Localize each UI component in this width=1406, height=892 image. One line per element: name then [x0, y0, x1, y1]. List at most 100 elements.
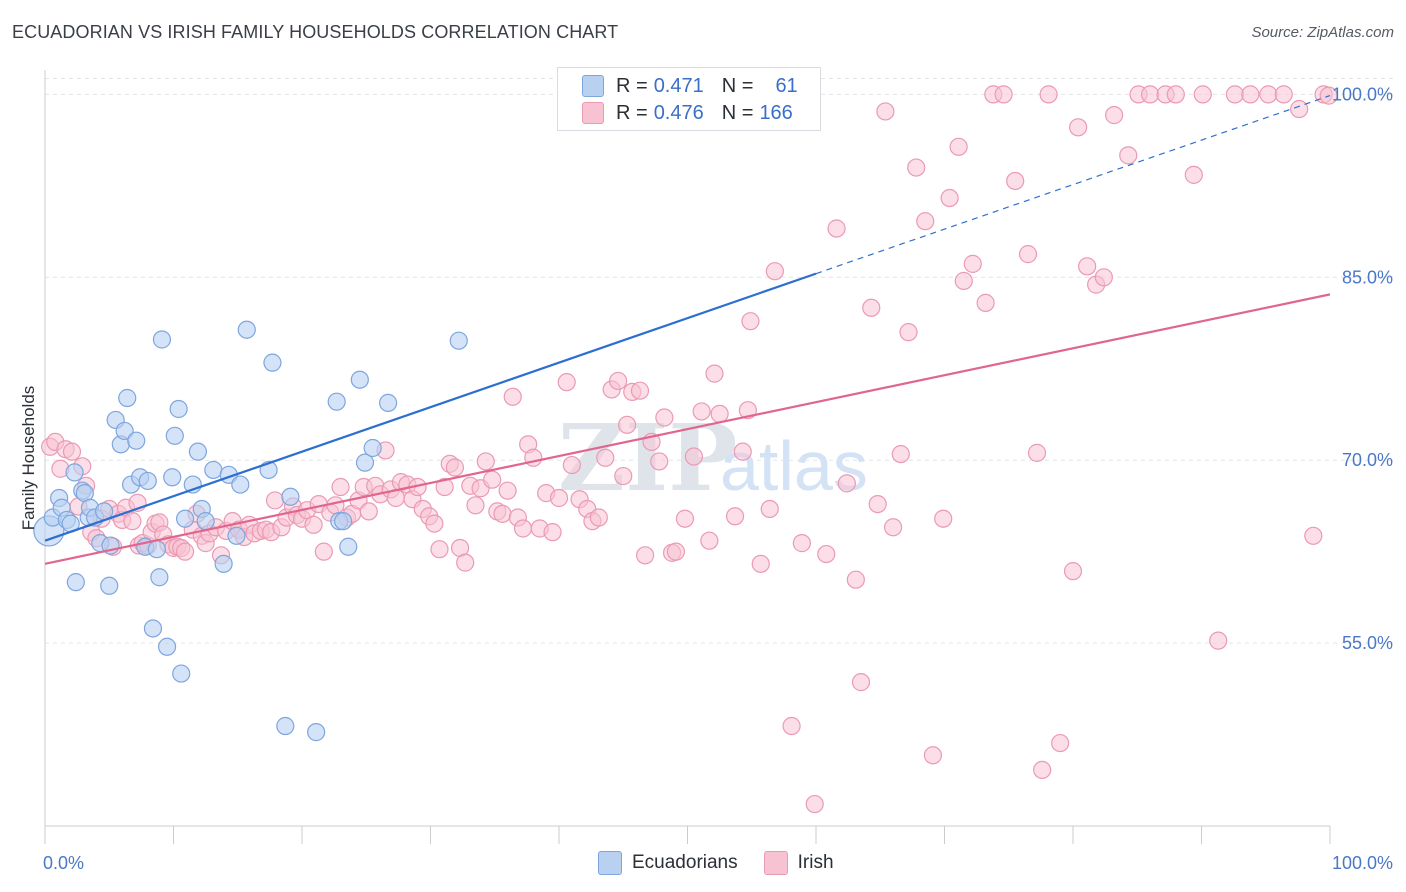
ecuadorian-trend-extension — [815, 95, 1331, 275]
irish-point — [314, 542, 333, 561]
ecuadorian-point — [339, 537, 358, 556]
irish-point — [805, 794, 824, 814]
irish-point — [1105, 106, 1124, 125]
irish-point — [940, 188, 959, 208]
irish-point — [549, 488, 569, 508]
y-tick-label: 85.0% — [1342, 267, 1393, 287]
ecuadorian-point — [355, 453, 375, 472]
irish-point — [1094, 268, 1113, 287]
irish-point — [1033, 760, 1052, 780]
ecuadorian-point — [327, 392, 346, 411]
irish-point — [618, 415, 637, 434]
irish-point — [1069, 118, 1088, 137]
irish-point — [476, 452, 495, 471]
ecuadorian-point — [350, 370, 369, 389]
ecuadorian-point — [175, 509, 195, 528]
irish-point — [596, 448, 615, 467]
n-label: N = — [721, 101, 754, 124]
ecuadorian-point — [449, 331, 468, 350]
ecuadorian-point — [196, 512, 215, 531]
irish-point — [435, 477, 454, 497]
irish-point — [692, 402, 711, 421]
ecuadorian-point — [231, 475, 250, 494]
r-value: 0.471 — [653, 74, 704, 97]
irish-point — [62, 442, 82, 461]
irish-point — [923, 746, 943, 765]
watermark: ZIP atlas — [558, 404, 868, 512]
irish-point — [655, 408, 674, 427]
irish-point — [557, 373, 576, 392]
irish-point — [503, 387, 522, 406]
irish-point — [817, 544, 836, 564]
legend-item-irish[interactable]: Irish — [763, 851, 834, 875]
source-label: Source: ZipAtlas.com — [1251, 24, 1394, 41]
irish-point — [1006, 171, 1025, 191]
r-label: R = — [616, 101, 648, 124]
legend-row-irish: R = 0.476 N = 166 — [582, 100, 793, 126]
ecuadorian-point — [172, 664, 191, 683]
irish-point — [175, 542, 195, 561]
irish-point — [765, 262, 784, 281]
irish-point — [994, 85, 1013, 104]
ecuadorian-point — [227, 526, 246, 545]
irish-point — [876, 102, 895, 121]
legend-swatch-pink — [582, 102, 604, 124]
irish-point — [359, 502, 378, 521]
irish-point — [456, 553, 475, 572]
legend-row-ecuadorians: R = 0.471 N = 61 — [582, 73, 798, 99]
irish-point — [891, 444, 910, 464]
irish-point — [1140, 85, 1160, 104]
irish-point — [862, 298, 881, 317]
legend-swatch-blue — [582, 75, 604, 97]
irish-point — [675, 509, 695, 528]
irish-point — [123, 512, 142, 531]
irish-point — [1241, 85, 1260, 104]
legend-item-ecuadorians[interactable]: Ecuadorians — [598, 851, 738, 875]
irish-point — [907, 158, 926, 177]
irish-point — [589, 508, 608, 527]
irish-point — [562, 455, 581, 475]
y-tick-label: 55.0% — [1342, 633, 1393, 653]
irish-point — [1209, 631, 1228, 650]
irish-point — [630, 381, 650, 400]
irish-point — [1184, 165, 1203, 184]
irish-point — [265, 491, 285, 510]
irish-point — [934, 509, 953, 528]
irish-point — [700, 531, 719, 550]
watermark-zip: ZIP — [558, 404, 737, 512]
ecuadorian-point — [150, 568, 169, 587]
irish-point — [1259, 85, 1278, 104]
irish-point — [916, 212, 935, 231]
irish-point — [425, 514, 444, 533]
irish-point — [483, 470, 502, 489]
ecuadorian-point — [147, 540, 166, 559]
irish-point — [1051, 733, 1070, 753]
ecuadorian-point — [263, 353, 282, 372]
legend-swatch-pink — [763, 851, 788, 875]
x-tick-label: 0.0% — [43, 853, 84, 873]
ecuadorian-point — [334, 512, 353, 531]
irish-point — [466, 496, 485, 515]
irish-point — [543, 523, 562, 542]
ecuadorian-point — [100, 576, 119, 595]
ecuadorian-point — [281, 487, 300, 506]
irish-point — [1078, 257, 1097, 276]
ecuadorian-point — [65, 463, 84, 482]
legend-label: Irish — [797, 852, 834, 873]
irish-point — [1018, 245, 1038, 264]
irish-point — [1274, 85, 1293, 104]
irish-point — [1063, 562, 1083, 581]
ecuadorian-trend-line — [44, 272, 817, 542]
irish-point — [684, 447, 704, 466]
grid-lines — [45, 78, 1395, 644]
irish-point — [899, 323, 918, 342]
chart-title: ECUADORIAN VS IRISH FAMILY HOUSEHOLDS CO… — [12, 22, 619, 42]
series-legend: Ecuadorians Irish — [598, 851, 860, 875]
legend-swatch-blue — [598, 851, 622, 875]
ecuadorian-point — [138, 471, 157, 491]
ecuadorian-point — [188, 442, 208, 461]
irish-point — [827, 219, 846, 238]
irish-point — [705, 364, 724, 383]
irish-trend-line — [44, 293, 1331, 565]
